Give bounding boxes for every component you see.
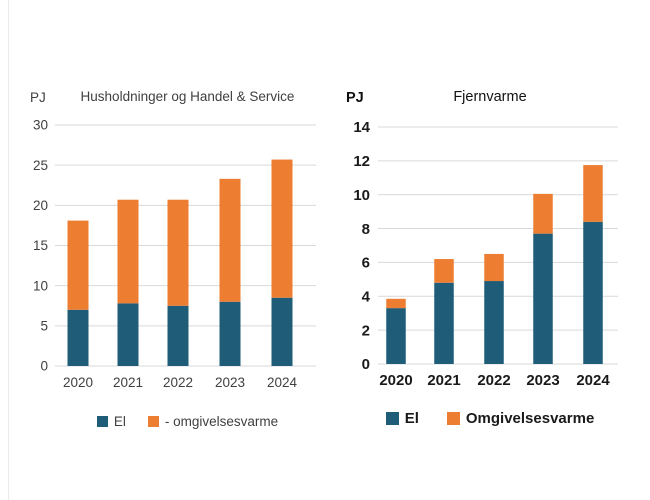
legend-swatch-omgivelsesvarme	[147, 416, 159, 427]
legend-swatch-el	[385, 412, 399, 425]
bar-segment-omgivelsesvarme-2024	[271, 159, 293, 298]
bar-segment-el-2021	[117, 303, 139, 366]
bar-segment-el-2020	[67, 309, 89, 366]
bar-segment-el-2024	[583, 221, 603, 364]
bar-segment-el-2023	[219, 301, 241, 366]
bar-segment-omgivelsesvarme-2020	[386, 298, 406, 309]
x-axis-label: 2022	[477, 372, 510, 389]
bar-segment-omgivelsesvarme-2023	[533, 193, 553, 234]
plot-fjernvarme: 0 2 4 6 8 10 12 14 2020 2021 2022 2023 2024	[353, 119, 618, 389]
x-axis-label: 2021	[427, 372, 460, 389]
bar-segment-el-2020	[386, 308, 406, 364]
x-axis-label: 2020	[63, 375, 93, 390]
legend-item-omgivelsesvarme: Omgivelsesvarme	[446, 410, 595, 427]
legend-label: - omgivelsesvarme	[164, 414, 279, 429]
bar-segment-el-2022	[484, 281, 504, 364]
y-tick-label: 6	[362, 255, 370, 272]
y-tick-label: 8	[362, 221, 370, 238]
bar-segment-el-2021	[434, 282, 454, 364]
legend-item-el: El	[96, 414, 126, 429]
x-axis-label: 2023	[526, 372, 559, 389]
bar-segment-omgivelsesvarme-2021	[117, 199, 139, 304]
legend-label: El	[404, 410, 419, 427]
x-axis-label: 2021	[113, 375, 143, 390]
legend-item-el: El	[385, 410, 419, 427]
bar-segment-omgivelsesvarme-2023	[219, 178, 241, 302]
bar-segment-omgivelsesvarme-2022	[167, 199, 189, 306]
y-tick-label: 10	[33, 278, 48, 293]
plot-husholdninger: 0 5 10 15 20 25 30 2020 2021 2022 2023 2024	[33, 118, 316, 390]
y-tick-label: 5	[40, 318, 48, 333]
y-tick-label: 14	[353, 119, 370, 136]
y-tick-label: 0	[362, 356, 370, 373]
bar-segment-omgivelsesvarme-2024	[583, 165, 603, 222]
legend-swatch-omgivelsesvarme	[446, 412, 460, 425]
bar-segment-el-2023	[533, 233, 553, 364]
x-axis-label: 2024	[267, 375, 298, 390]
bar-segment-el-2024	[271, 297, 293, 366]
y-tick-label: 10	[353, 187, 370, 204]
bar-segment-omgivelsesvarme-2021	[434, 259, 454, 283]
bar-segment-omgivelsesvarme-2022	[484, 253, 504, 282]
x-axis-label: 2020	[379, 372, 412, 389]
legend-label: Omgivelsesvarme	[465, 410, 595, 427]
y-tick-label: 25	[33, 158, 48, 173]
bar-segment-omgivelsesvarme-2020	[67, 220, 89, 310]
left-border-line	[8, 0, 9, 500]
legend-swatch-el	[96, 416, 108, 427]
y-tick-label: 4	[362, 288, 371, 305]
bar-segment-el-2022	[167, 305, 189, 366]
y-tick-label: 12	[353, 153, 370, 170]
y-tick-label: 2	[362, 322, 370, 339]
legend-husholdninger: El - omgivelsesvarme	[55, 414, 320, 429]
x-axis-label: 2024	[576, 372, 610, 389]
x-axis-label: 2022	[163, 375, 193, 390]
chart-title: Husholdninger og Handel & Service	[80, 89, 295, 104]
legend-fjernvarme: El Omgivelsesvarme	[340, 410, 640, 427]
y-tick-label: 30	[33, 118, 48, 133]
y-axis-unit-label: PJ	[30, 90, 46, 105]
legend-item-omgivelsesvarme: - omgivelsesvarme	[147, 414, 279, 429]
y-tick-label: 20	[33, 198, 48, 213]
y-tick-label: 0	[40, 359, 48, 374]
y-tick-label: 15	[33, 238, 48, 253]
x-axis-label: 2023	[215, 375, 245, 390]
y-axis-unit-label: PJ	[346, 90, 364, 106]
chart-title: Fjernvarme	[453, 89, 527, 105]
legend-label: El	[113, 414, 126, 429]
